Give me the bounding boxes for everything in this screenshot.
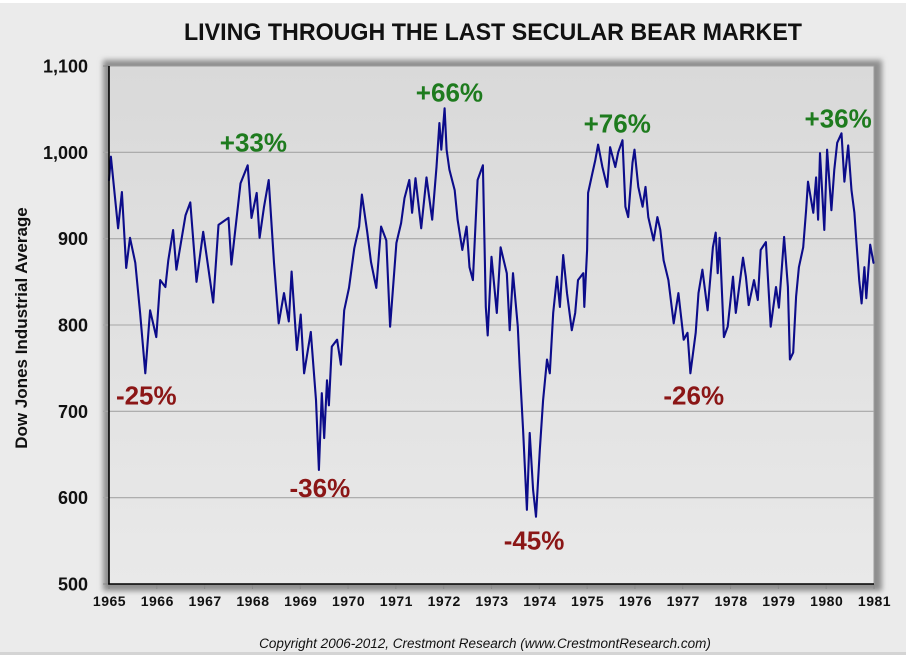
x-tick-label-1967: 1967 xyxy=(189,593,222,609)
x-tick-label-1968: 1968 xyxy=(236,593,269,609)
x-tick-label-1978: 1978 xyxy=(714,593,747,609)
x-tick-label-1974: 1974 xyxy=(523,593,556,609)
y-tick-label-800: 800 xyxy=(58,316,88,336)
x-tick-label-1969: 1969 xyxy=(284,593,317,609)
x-tick-label-1973: 1973 xyxy=(475,593,508,609)
series-line-dow-jones xyxy=(107,107,875,518)
x-tick-label-1965: 1965 xyxy=(93,593,126,609)
top-edge xyxy=(0,0,906,3)
x-tick-label-1970: 1970 xyxy=(332,593,365,609)
x-tick-label-1975: 1975 xyxy=(571,593,604,609)
copyright-footer: Copyright 2006-2012, Crestmont Research … xyxy=(259,636,711,651)
y-tick-label-1100: 1,100 xyxy=(43,57,88,77)
y-tick-label-700: 700 xyxy=(58,402,88,422)
annotation-decline-4: -45% xyxy=(504,525,565,555)
x-tick-label-1971: 1971 xyxy=(380,593,413,609)
chart-title: LIVING THROUGH THE LAST SECULAR BEAR MAR… xyxy=(184,19,802,46)
x-tick-label-1972: 1972 xyxy=(428,593,461,609)
bottom-edge xyxy=(0,652,906,655)
annotation-gain-1: +33% xyxy=(220,127,287,157)
y-tick-label-900: 900 xyxy=(58,229,88,249)
y-tick-label-1000: 1,000 xyxy=(43,143,88,163)
annotation-gain-5: +76% xyxy=(584,108,651,138)
y-tick-label-600: 600 xyxy=(58,488,88,508)
x-tick-label-1976: 1976 xyxy=(619,593,652,609)
annotation-decline-2: -36% xyxy=(290,473,351,503)
gridlines xyxy=(103,65,874,585)
annotations: -25% +33% -36% +66% -45% +76% -26% +36% xyxy=(116,77,872,555)
y-axis-ticks: 500 600 700 800 900 1,000 1,100 xyxy=(43,57,88,595)
x-axis-ticks: 1965 1966 1967 1968 1969 1970 1971 1972 1973 1974… xyxy=(93,584,891,609)
y-axis-label: Dow Jones Industrial Average xyxy=(12,207,31,449)
y-tick-label-500: 500 xyxy=(58,575,88,595)
annotation-gain-3: +66% xyxy=(416,77,483,107)
annotation-decline-6: -26% xyxy=(663,380,724,410)
x-tick-label-1979: 1979 xyxy=(762,593,795,609)
x-tick-label-1966: 1966 xyxy=(141,593,174,609)
annotation-decline-0: -25% xyxy=(116,380,177,410)
x-tick-label-1981: 1981 xyxy=(858,593,891,609)
x-tick-label-1977: 1977 xyxy=(667,593,700,609)
x-tick-label-1980: 1980 xyxy=(810,593,843,609)
annotation-gain-7: +36% xyxy=(805,103,872,133)
